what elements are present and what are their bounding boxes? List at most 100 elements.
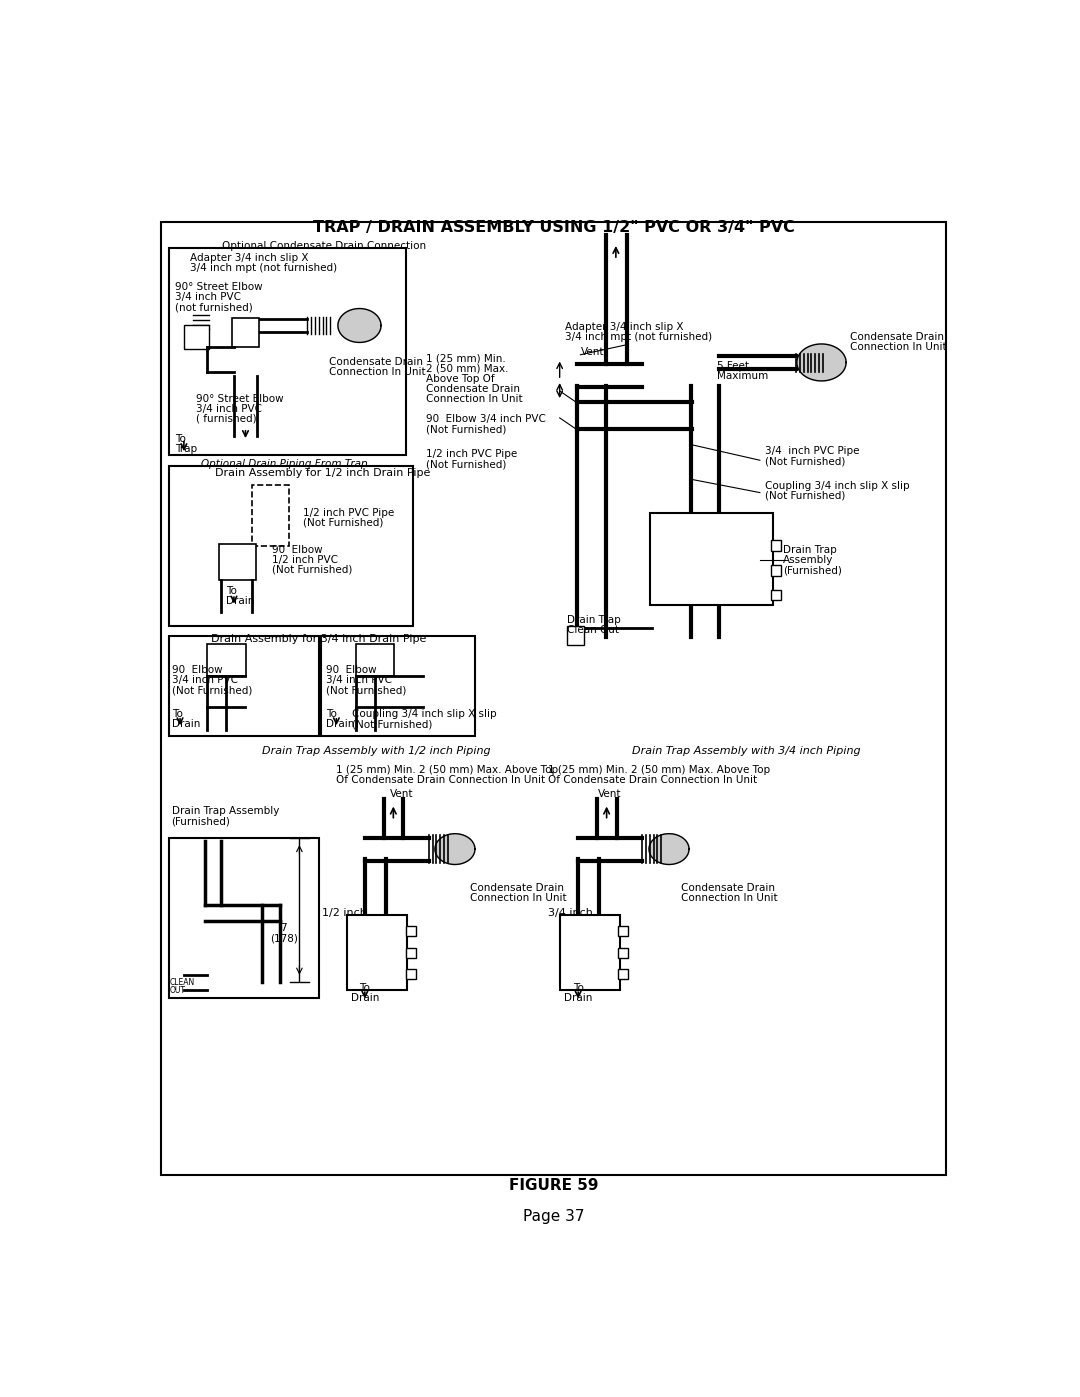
Bar	[207, 644, 245, 676]
Polygon shape	[649, 834, 689, 865]
Text: Maximum: Maximum	[717, 372, 768, 381]
Text: 90° Street Elbow: 90° Street Elbow	[175, 282, 262, 292]
Bar	[771, 590, 782, 601]
Text: Above Top Of: Above Top Of	[427, 373, 495, 384]
Text: Drain Assembly for 3/4 inch Drain Pipe: Drain Assembly for 3/4 inch Drain Pipe	[211, 634, 427, 644]
Text: Condensate Drain: Condensate Drain	[850, 332, 944, 342]
Text: Drain Trap Assembly: Drain Trap Assembly	[172, 806, 279, 816]
Text: To: To	[175, 433, 186, 444]
Text: (Not Furnished): (Not Furnished)	[352, 719, 432, 729]
Text: 90  Elbow: 90 Elbow	[173, 665, 222, 676]
Text: 1/2 inch: 1/2 inch	[323, 908, 367, 918]
Text: 2 (50 mm) Max.: 2 (50 mm) Max.	[427, 363, 509, 373]
Bar	[406, 926, 416, 936]
Text: Coupling 3/4 inch slip X slip: Coupling 3/4 inch slip X slip	[766, 481, 909, 490]
Text: (Not Furnished): (Not Furnished)	[427, 425, 507, 434]
Text: Condensate Drain: Condensate Drain	[328, 356, 422, 366]
Text: Drain: Drain	[351, 993, 379, 1003]
Text: Drain Trap: Drain Trap	[783, 545, 837, 556]
Text: Coupling 3/4 inch slip X slip: Coupling 3/4 inch slip X slip	[352, 710, 497, 719]
Text: Drain: Drain	[226, 597, 255, 606]
Text: 1 (25 mm) Min. 2 (50 mm) Max. Above Top: 1 (25 mm) Min. 2 (50 mm) Max. Above Top	[549, 764, 770, 775]
Text: Vent: Vent	[598, 789, 622, 799]
Bar	[168, 636, 319, 736]
Text: 3/4 inch: 3/4 inch	[549, 908, 593, 918]
Bar	[650, 513, 773, 605]
Text: 90  Elbow: 90 Elbow	[272, 545, 323, 555]
Text: Trap: Trap	[175, 444, 197, 454]
Polygon shape	[338, 309, 381, 342]
Text: 1/2 inch PVC: 1/2 inch PVC	[272, 555, 338, 564]
Bar	[184, 326, 208, 349]
Text: (Not Furnished): (Not Furnished)	[427, 460, 507, 469]
Text: Optional Drain Piping From Trap: Optional Drain Piping From Trap	[201, 460, 367, 469]
Text: (Furnished): (Furnished)	[172, 816, 230, 827]
Text: Connection In Unit: Connection In Unit	[427, 394, 523, 404]
Text: 7: 7	[280, 923, 287, 933]
Text: 3/4 inch PVC: 3/4 inch PVC	[326, 676, 392, 686]
Bar	[168, 249, 406, 455]
Polygon shape	[435, 834, 475, 865]
Text: Connection In Unit: Connection In Unit	[680, 893, 778, 902]
Text: To: To	[572, 982, 583, 993]
Text: 5 Feet: 5 Feet	[717, 362, 748, 372]
Text: CLEAN: CLEAN	[170, 978, 195, 986]
Text: (Not Furnished): (Not Furnished)	[303, 518, 383, 528]
Text: 1 (25 mm) Min. 2 (50 mm) Max. Above Top: 1 (25 mm) Min. 2 (50 mm) Max. Above Top	[336, 764, 558, 775]
Bar	[618, 926, 629, 936]
Bar	[406, 947, 416, 958]
Text: TRAP / DRAIN ASSEMBLY USING 1/2" PVC OR 3/4" PVC: TRAP / DRAIN ASSEMBLY USING 1/2" PVC OR …	[312, 221, 795, 235]
Bar	[321, 636, 475, 736]
Text: (Not Furnished): (Not Furnished)	[766, 490, 846, 500]
Text: Connection In Unit: Connection In Unit	[328, 366, 426, 377]
Text: Drain: Drain	[326, 719, 354, 729]
Text: OUT: OUT	[170, 985, 186, 995]
Text: Drain Trap Assembly with 1/2 inch Piping: Drain Trap Assembly with 1/2 inch Piping	[262, 746, 490, 756]
Text: 1/2 inch PVC Pipe: 1/2 inch PVC Pipe	[427, 448, 517, 460]
Text: Vent: Vent	[390, 789, 414, 799]
Text: Drain Assembly for 1/2 inch Drain Pipe: Drain Assembly for 1/2 inch Drain Pipe	[215, 468, 430, 478]
Bar	[406, 970, 416, 979]
Bar	[347, 915, 407, 990]
Text: 90° Street Elbow: 90° Street Elbow	[197, 394, 284, 404]
Text: 3/4  inch PVC Pipe: 3/4 inch PVC Pipe	[766, 446, 860, 455]
Bar	[618, 970, 629, 979]
Polygon shape	[797, 344, 846, 381]
Bar	[252, 485, 288, 546]
Text: To: To	[172, 710, 183, 719]
Text: 3/4 inch PVC: 3/4 inch PVC	[197, 404, 262, 414]
Text: 3/4 inch PVC: 3/4 inch PVC	[175, 292, 241, 302]
Text: (Not Furnished): (Not Furnished)	[326, 686, 407, 696]
Text: (178): (178)	[270, 933, 298, 943]
Text: (Not Furnished): (Not Furnished)	[272, 564, 353, 574]
Text: Of Condensate Drain Connection In Unit: Of Condensate Drain Connection In Unit	[336, 775, 545, 785]
Text: Condensate Drain: Condensate Drain	[471, 883, 565, 893]
Text: (not furnished): (not furnished)	[175, 302, 253, 312]
Text: Connection In Unit: Connection In Unit	[471, 893, 567, 902]
Text: ( furnished): ( furnished)	[197, 414, 257, 423]
Text: Condensate Drain: Condensate Drain	[427, 384, 521, 394]
Text: 3/4 inch PVC: 3/4 inch PVC	[173, 676, 239, 686]
Bar	[567, 626, 584, 645]
Text: Drain: Drain	[564, 993, 592, 1003]
Text: Connection In Unit: Connection In Unit	[850, 342, 946, 352]
Text: 90  Elbow: 90 Elbow	[326, 665, 377, 676]
Text: Page 37: Page 37	[523, 1208, 584, 1224]
Text: To: To	[360, 982, 370, 993]
Bar	[232, 317, 259, 346]
Text: Clean Out: Clean Out	[567, 624, 619, 634]
Text: Drain: Drain	[172, 719, 200, 729]
Bar	[771, 564, 782, 576]
Text: 90  Elbow 3/4 inch PVC: 90 Elbow 3/4 inch PVC	[427, 415, 546, 425]
Bar	[161, 222, 946, 1175]
Text: (Not Furnished): (Not Furnished)	[766, 455, 846, 467]
Text: To: To	[326, 710, 337, 719]
Text: Of Condensate Drain Connection In Unit: Of Condensate Drain Connection In Unit	[549, 775, 757, 785]
Text: (Furnished): (Furnished)	[783, 566, 841, 576]
Text: 3/4 inch mpt (not furnished): 3/4 inch mpt (not furnished)	[190, 263, 337, 272]
Text: Assembly: Assembly	[783, 556, 834, 566]
Bar	[218, 545, 256, 580]
Text: Adapter 3/4 inch slip X: Adapter 3/4 inch slip X	[565, 323, 684, 332]
Bar	[168, 465, 414, 626]
Text: Vent: Vent	[580, 348, 604, 358]
